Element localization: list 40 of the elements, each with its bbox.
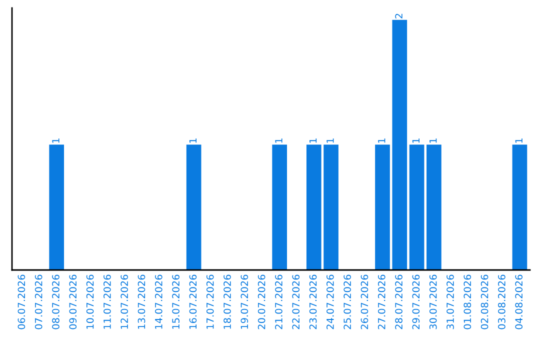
x-tick-label: 19.07.2026 bbox=[240, 274, 248, 329]
x-tick-label: 29.07.2026 bbox=[412, 274, 420, 330]
x-tick-label: 11.07.2026 bbox=[104, 274, 111, 329]
data-label: 1 bbox=[515, 138, 522, 143]
data-label: 2 bbox=[395, 14, 402, 18]
data-label: 1 bbox=[52, 138, 60, 143]
x-tick-label: 01.08.2026 bbox=[464, 274, 472, 330]
x-tick-label: 07.07.2026 bbox=[34, 274, 42, 330]
data-label: 1 bbox=[326, 138, 334, 143]
x-tick-label: 26.07.2026 bbox=[360, 274, 368, 330]
x-tick-label: 25.07.2026 bbox=[344, 274, 352, 330]
x-tick-label: 10.07.2026 bbox=[86, 274, 94, 329]
data-label: 1 bbox=[189, 138, 196, 143]
x-tick-label: 04.08.2026 bbox=[515, 274, 523, 330]
x-tick-label: 21.07.2026 bbox=[275, 274, 282, 330]
x-tick-label: 22.07.2026 bbox=[292, 274, 300, 330]
x-tick-label: 08.07.2026 bbox=[52, 274, 60, 330]
x-tick-label: 20.07.2026 bbox=[258, 274, 266, 330]
x-tick-label: 28.07.2026 bbox=[395, 274, 402, 330]
data-label: 1 bbox=[430, 138, 437, 143]
x-tick-label: 02.08.2026 bbox=[480, 274, 488, 330]
x-tick-label: 14.07.2026 bbox=[154, 274, 162, 329]
x-tick-label: 13.07.2026 bbox=[138, 274, 146, 329]
data-label: 1 bbox=[275, 138, 282, 143]
x-tick-label: 18.07.2026 bbox=[224, 274, 231, 329]
x-tick-label: 12.07.2026 bbox=[120, 274, 128, 329]
x-tick-label: 16.07.2026 bbox=[189, 274, 197, 329]
x-tick-label: 30.07.2026 bbox=[429, 274, 437, 330]
x-tick-label: 06.07.2026 bbox=[18, 274, 26, 330]
x-tick-label: 09.07.2026 bbox=[69, 274, 77, 330]
data-label: 1 bbox=[309, 138, 317, 143]
x-tick-label: 03.08.2026 bbox=[498, 274, 506, 330]
x-tick-label: 17.07.2026 bbox=[206, 274, 214, 329]
x-tick-label: 15.07.2026 bbox=[172, 274, 180, 329]
x-tick-label: 24.07.2026 bbox=[326, 274, 334, 330]
x-tick-label: 31.07.2026 bbox=[446, 274, 454, 330]
x-tick-label: 27.07.2026 bbox=[378, 274, 386, 330]
data-label: 1 bbox=[378, 138, 386, 143]
data-label: 1 bbox=[412, 138, 420, 143]
x-tick-label: 23.07.2026 bbox=[309, 274, 317, 330]
